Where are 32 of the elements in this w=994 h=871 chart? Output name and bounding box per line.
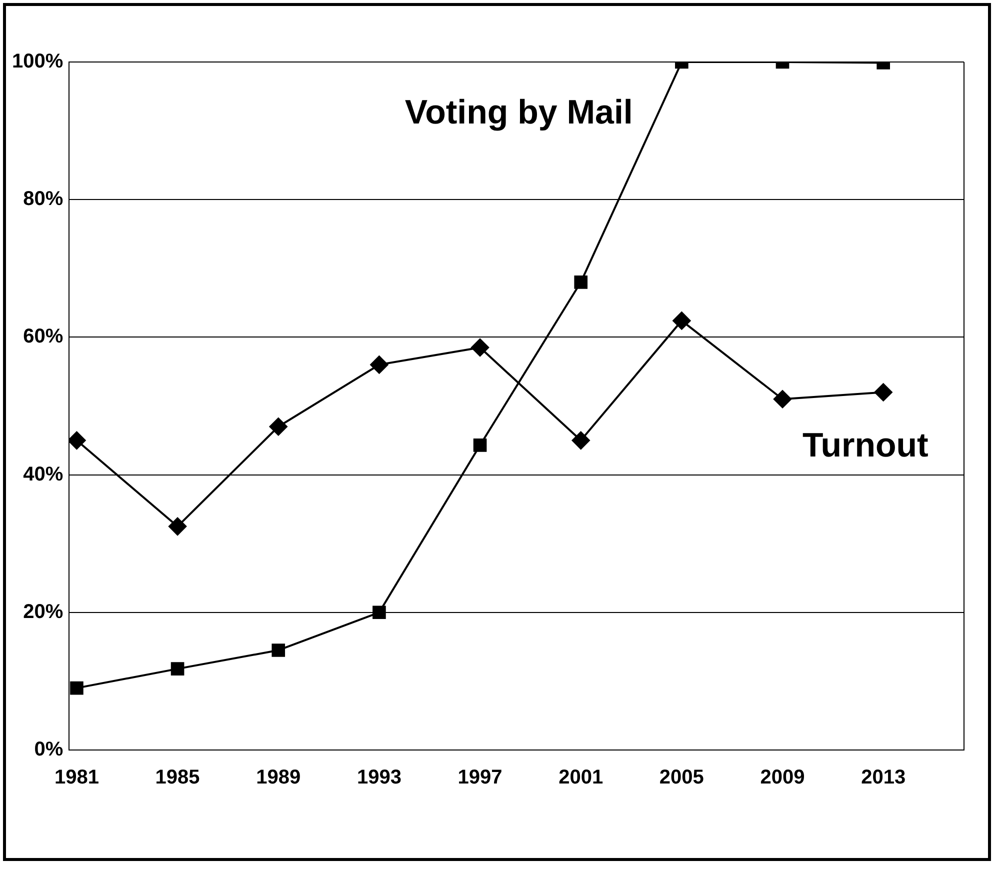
x-tick-label: 1989: [256, 766, 301, 789]
x-tick-label: 2005: [659, 766, 704, 789]
x-tick-label: 1985: [155, 766, 200, 789]
x-tick-label: 1981: [54, 766, 99, 789]
point: [168, 517, 187, 536]
point: [70, 681, 84, 695]
y-tick-label: 0%: [34, 738, 64, 761]
point: [473, 438, 487, 452]
y-tick-label: 60%: [23, 326, 64, 348]
x-tick-label: 1997: [458, 766, 502, 789]
point: [370, 356, 388, 374]
point: [272, 644, 286, 657]
point: [269, 418, 288, 436]
point: [572, 431, 590, 450]
y-tick-label: 20%: [23, 600, 64, 623]
y-tick-label: 40%: [23, 463, 64, 486]
x-tick-label: 1993: [356, 766, 402, 789]
point: [774, 390, 792, 408]
y-tick-label: 100%: [12, 50, 64, 73]
series-label: Voting by Mail: [404, 94, 633, 132]
y-tick-label: 80%: [23, 188, 64, 210]
series-label: Turnout: [802, 426, 928, 465]
x-tick-label: 2001: [558, 766, 604, 789]
x-tick-label: 2013: [861, 766, 906, 789]
point: [471, 338, 490, 357]
point: [574, 276, 588, 289]
point: [874, 383, 892, 402]
point: [69, 431, 86, 450]
point: [672, 312, 691, 330]
x-tick-label: 2009: [760, 766, 805, 789]
point: [372, 606, 386, 620]
point: [170, 662, 184, 676]
